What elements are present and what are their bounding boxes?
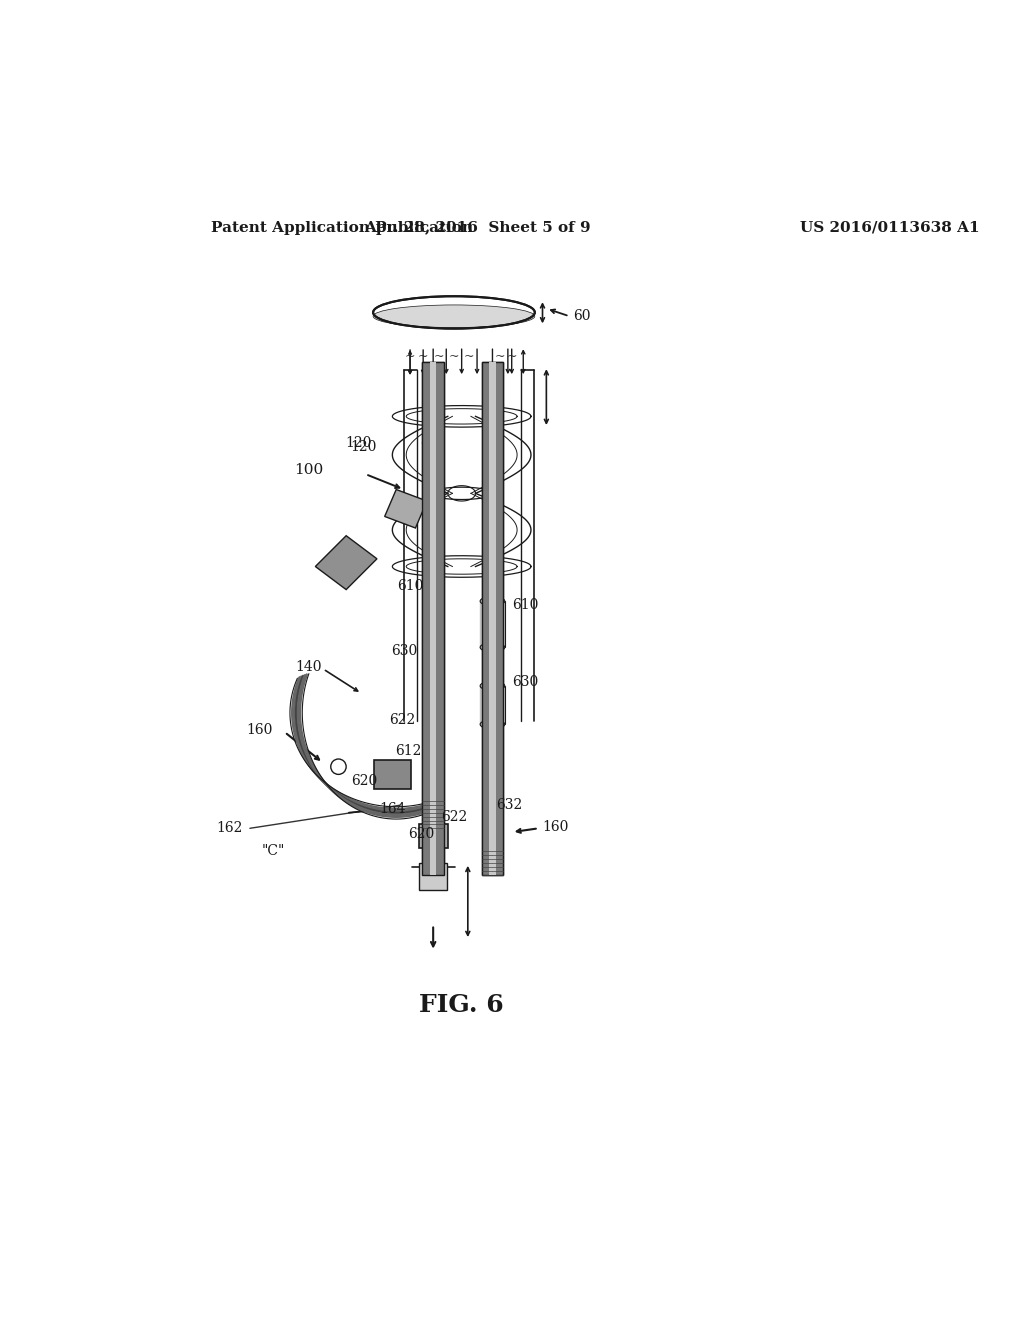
Polygon shape — [385, 490, 427, 528]
Text: ~: ~ — [464, 351, 474, 363]
Text: FIG. 6: FIG. 6 — [420, 994, 504, 1018]
Text: 164: 164 — [379, 803, 406, 816]
Text: 100: 100 — [294, 463, 323, 478]
Bar — [481, 363, 503, 875]
Text: Apr. 28, 2016  Sheet 5 of 9: Apr. 28, 2016 Sheet 5 of 9 — [364, 220, 591, 235]
Circle shape — [429, 832, 438, 841]
Text: 622: 622 — [389, 714, 416, 727]
Text: 610: 610 — [512, 598, 538, 612]
Text: US 2016/0113638 A1: US 2016/0113638 A1 — [801, 220, 980, 235]
Bar — [374, 760, 411, 789]
Text: ~: ~ — [418, 351, 428, 363]
Text: 630: 630 — [391, 644, 418, 659]
Ellipse shape — [480, 719, 505, 729]
Text: 620: 620 — [408, 828, 434, 841]
Text: "C": "C" — [261, 845, 285, 858]
Text: Patent Application Publication: Patent Application Publication — [211, 220, 473, 235]
Ellipse shape — [480, 681, 505, 690]
Text: 632: 632 — [497, 799, 522, 812]
Bar — [489, 363, 496, 875]
Ellipse shape — [373, 305, 535, 327]
Text: 160: 160 — [247, 723, 273, 737]
Text: ~: ~ — [433, 351, 443, 363]
Bar — [419, 863, 447, 890]
Text: 120: 120 — [345, 437, 372, 450]
Text: 620: 620 — [350, 774, 377, 788]
Polygon shape — [315, 536, 377, 590]
Bar — [480, 686, 505, 725]
Ellipse shape — [480, 597, 505, 606]
Text: ~: ~ — [495, 351, 506, 363]
Polygon shape — [422, 411, 444, 444]
Bar — [422, 363, 444, 875]
Text: 612: 612 — [395, 744, 422, 758]
Text: 60: 60 — [573, 309, 591, 323]
Text: 622: 622 — [441, 809, 467, 824]
Text: ~: ~ — [404, 351, 416, 363]
Text: ~: ~ — [507, 351, 517, 363]
Text: 162: 162 — [216, 821, 243, 836]
Text: 160: 160 — [543, 820, 569, 834]
Ellipse shape — [480, 643, 505, 652]
Bar — [430, 363, 436, 875]
Bar — [419, 824, 447, 849]
Bar — [481, 363, 503, 875]
Text: 140: 140 — [295, 660, 322, 673]
Bar — [489, 363, 496, 875]
Text: 630: 630 — [512, 675, 538, 689]
Text: ~: ~ — [449, 351, 459, 363]
Bar — [480, 601, 505, 647]
Text: 610: 610 — [396, 578, 423, 593]
Text: 120: 120 — [350, 440, 377, 454]
Bar — [422, 363, 444, 875]
Bar — [430, 363, 436, 875]
